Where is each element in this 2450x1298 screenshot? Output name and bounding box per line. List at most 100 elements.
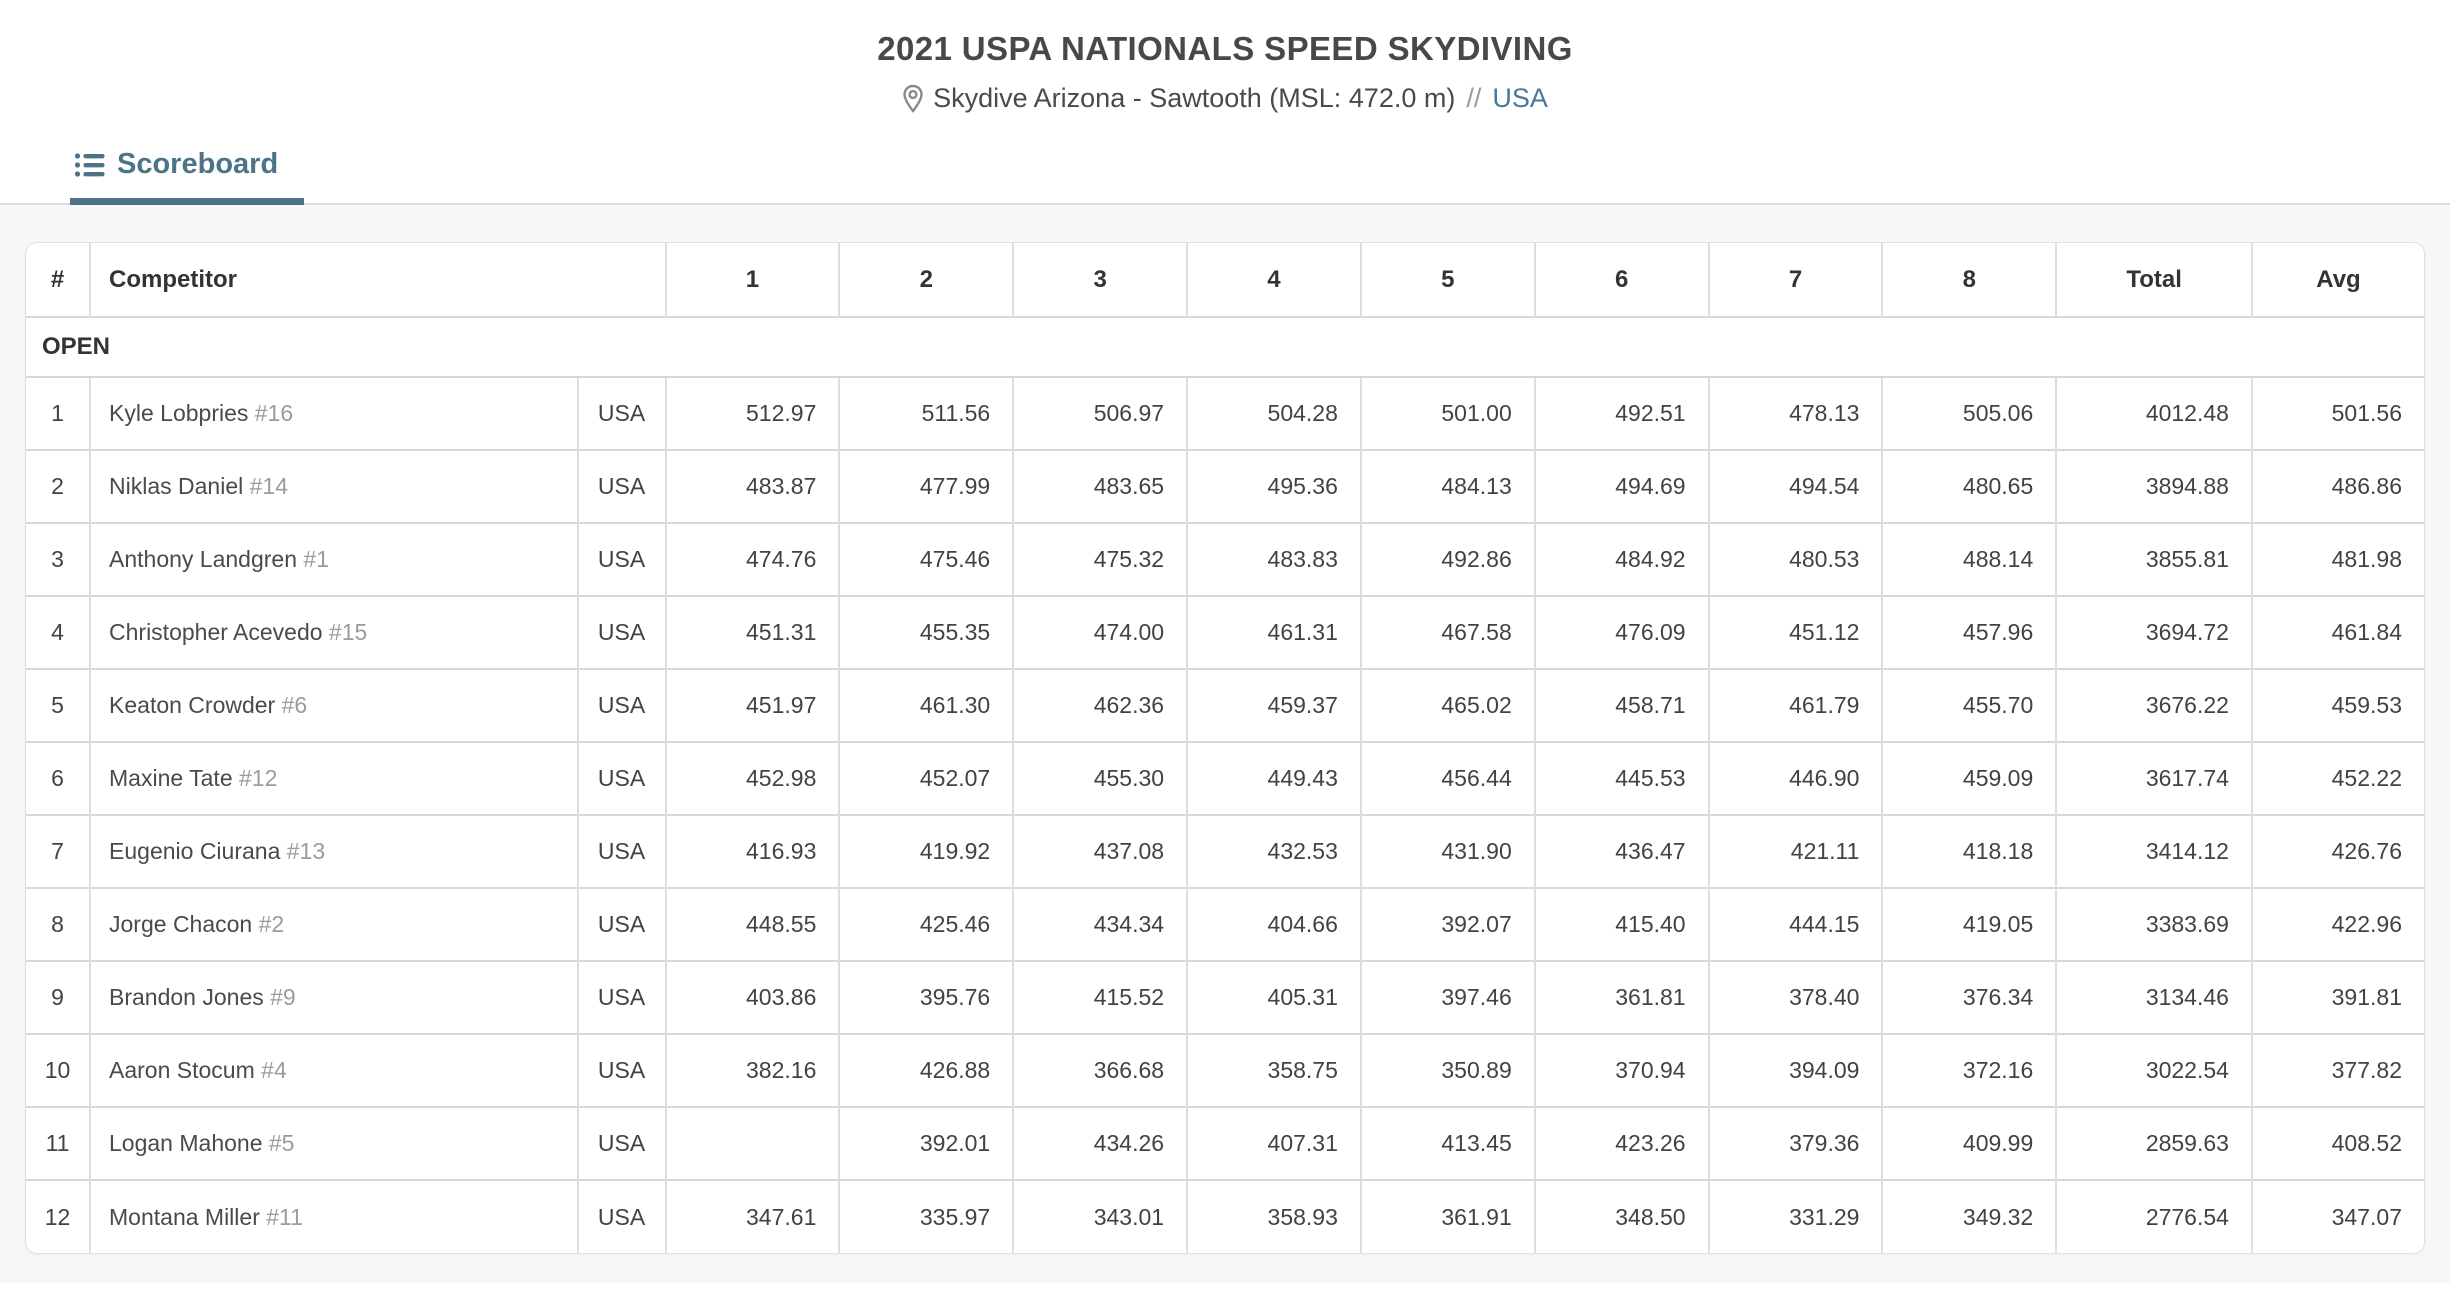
round-score-cell: 348.50	[1533, 1179, 1709, 1253]
round-score-cell: 494.54	[1707, 449, 1883, 523]
col-header-round-2: 2	[838, 243, 1014, 317]
col-header-round-4: 4	[1186, 243, 1361, 317]
round-score-cell: 504.28	[1186, 376, 1361, 450]
section-row: OPEN	[26, 316, 2424, 377]
round-score-cell: 416.93	[664, 814, 840, 888]
bib-number: #9	[270, 984, 296, 1010]
total-cell: 3134.46	[2055, 960, 2252, 1034]
col-header-round-6: 6	[1533, 243, 1709, 317]
round-score-cell: 462.36	[1012, 668, 1188, 742]
round-score-cell: 474.00	[1012, 595, 1188, 669]
country-cell: USA	[576, 522, 666, 596]
col-header-round-1: 1	[664, 243, 840, 317]
round-score-cell: 484.92	[1533, 522, 1709, 596]
round-score-cell: 350.89	[1359, 1033, 1535, 1107]
table-header-row: # Competitor 1 2 3 4 5 6 7 8 Total Avg	[26, 243, 2424, 317]
scoreboard-table: # Competitor 1 2 3 4 5 6 7 8 Total Avg O…	[26, 243, 2424, 1253]
avg-cell: 459.53	[2250, 668, 2424, 742]
bib-number: #12	[239, 765, 278, 791]
table-row: 3 Anthony Landgren #1 USA 474.76 475.46 475.3…	[26, 522, 2424, 596]
tab-bar: Scoreboard	[0, 148, 2450, 205]
round-score-cell: 480.53	[1707, 522, 1883, 596]
table-row: 2 Niklas Daniel #14 USA 483.87 477.99 483.65 4…	[26, 449, 2424, 523]
round-score-cell: 403.86	[664, 960, 840, 1034]
competitor-cell: Maxine Tate #12	[89, 741, 578, 815]
round-score-cell: 488.14	[1881, 522, 2057, 596]
round-score-cell: 459.37	[1186, 668, 1361, 742]
total-cell: 3894.88	[2055, 449, 2252, 523]
col-header-total: Total	[2055, 243, 2252, 317]
competitor-cell: Anthony Landgren #1	[89, 522, 578, 596]
avg-cell: 501.56	[2250, 376, 2424, 450]
country-cell: USA	[576, 449, 666, 523]
round-score-cell: 506.97	[1012, 376, 1188, 450]
round-score-cell: 461.31	[1186, 595, 1361, 669]
rank-cell: 11	[26, 1106, 91, 1180]
col-header-avg: Avg	[2250, 243, 2424, 317]
total-cell: 4012.48	[2055, 376, 2252, 450]
round-score-cell: 421.11	[1707, 814, 1883, 888]
country-cell: USA	[576, 1106, 666, 1180]
round-score-cell: 358.75	[1186, 1033, 1361, 1107]
bib-number: #6	[281, 692, 308, 718]
page-header: 2021 USPA NATIONALS SPEED SKYDIVING Skyd…	[0, 0, 2450, 205]
round-score-cell: 361.81	[1533, 960, 1709, 1034]
avg-cell: 377.82	[2250, 1033, 2424, 1107]
round-score-cell: 358.93	[1186, 1179, 1361, 1253]
location-separator: //	[1466, 83, 1482, 113]
competitor-cell: Eugenio Ciurana #13	[89, 814, 578, 888]
round-score-cell: 376.34	[1881, 960, 2057, 1034]
round-score-cell: 372.16	[1881, 1033, 2057, 1107]
round-score-cell: 452.07	[838, 741, 1014, 815]
round-score-cell: 501.00	[1359, 376, 1535, 450]
round-score-cell: 407.31	[1186, 1106, 1361, 1180]
round-score-cell: 379.36	[1707, 1106, 1883, 1180]
round-score-cell: 437.08	[1012, 814, 1188, 888]
rank-cell: 12	[26, 1179, 91, 1253]
country-cell: USA	[576, 376, 666, 450]
round-score-cell: 483.65	[1012, 449, 1188, 523]
rank-cell: 3	[26, 522, 91, 596]
round-score-cell: 455.70	[1881, 668, 2057, 742]
col-header-round-7: 7	[1707, 243, 1883, 317]
tab-scoreboard[interactable]: Scoreboard	[70, 148, 305, 205]
table-row: 4 Christopher Acevedo #15 USA 451.31 455.35 4…	[26, 595, 2424, 669]
location-pin-icon	[903, 84, 923, 113]
country-link[interactable]: USA	[1492, 83, 1548, 113]
round-score-cell: 378.40	[1707, 960, 1883, 1034]
round-score-cell: 484.13	[1359, 449, 1535, 523]
round-score-cell: 461.79	[1707, 668, 1883, 742]
round-score-cell: 476.09	[1533, 595, 1709, 669]
col-header-round-5: 5	[1359, 243, 1535, 317]
round-score-cell: 475.32	[1012, 522, 1188, 596]
country-cell: USA	[576, 814, 666, 888]
rank-cell: 9	[26, 960, 91, 1034]
total-cell: 3022.54	[2055, 1033, 2252, 1107]
round-score-cell: 331.29	[1707, 1179, 1883, 1253]
rank-cell: 2	[26, 449, 91, 523]
country-cell: USA	[576, 887, 666, 961]
round-score-cell: 449.43	[1186, 741, 1361, 815]
round-score-cell: 347.61	[664, 1179, 840, 1253]
competitor-name: Niklas Daniel	[109, 473, 244, 499]
avg-cell: 347.07	[2250, 1179, 2424, 1253]
bib-number: #2	[258, 911, 285, 937]
bib-number: #5	[268, 1130, 295, 1156]
rank-cell: 1	[26, 376, 91, 450]
country-cell: USA	[576, 1179, 666, 1253]
country-cell: USA	[576, 668, 666, 742]
round-score-cell: 432.53	[1186, 814, 1361, 888]
country-cell: USA	[576, 741, 666, 815]
table-row: 1 Kyle Lobpries #16 USA 512.97 511.56 506.97 5…	[26, 376, 2424, 450]
round-score-cell: 394.09	[1707, 1033, 1883, 1107]
round-score-cell: 434.34	[1012, 887, 1188, 961]
round-score-cell: 370.94	[1533, 1033, 1709, 1107]
round-score-cell: 456.44	[1359, 741, 1535, 815]
rank-cell: 6	[26, 741, 91, 815]
avg-cell: 452.22	[2250, 741, 2424, 815]
country-cell: USA	[576, 960, 666, 1034]
competitor-name: Christopher Acevedo	[109, 619, 323, 645]
country-cell: USA	[576, 1033, 666, 1107]
round-score-cell: 349.32	[1881, 1179, 2057, 1253]
competitor-cell: Logan Mahone #5	[89, 1106, 578, 1180]
